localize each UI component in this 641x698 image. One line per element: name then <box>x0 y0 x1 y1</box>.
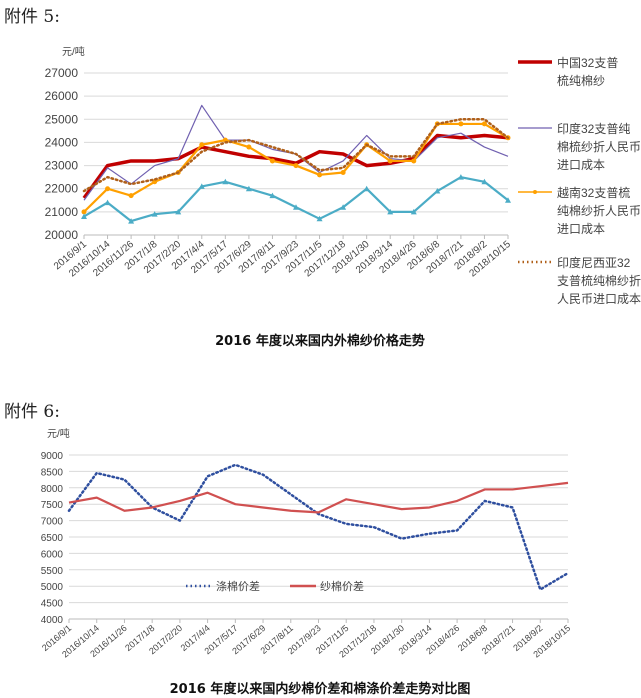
y-tick-label: 24000 <box>45 135 79 149</box>
data-point <box>316 215 323 222</box>
y-tick-label: 4000 <box>41 615 64 626</box>
data-point <box>245 185 252 192</box>
legend-label: 人民币进口成本 <box>557 292 641 306</box>
data-point <box>128 193 134 199</box>
data-point <box>151 211 158 217</box>
data-point <box>410 208 417 215</box>
data-point <box>340 170 346 176</box>
chart2-title: 2016 年度以来国内纱棉价差和棉涤价差走势对比图 <box>169 682 471 697</box>
y-tick-label: 20000 <box>45 228 79 242</box>
y-axis-unit: 元/吨 <box>47 427 70 440</box>
y-tick-label: 22000 <box>45 182 79 196</box>
data-point <box>222 178 229 185</box>
y-tick-label: 7000 <box>41 517 64 528</box>
legend-label: 涤棉价差 <box>216 579 260 593</box>
data-point <box>293 163 299 169</box>
y-tick-label: 9000 <box>41 451 64 462</box>
legend-label: 支普梳纯棉纱折 <box>557 273 641 288</box>
legend-marker <box>533 190 537 194</box>
y-tick-label: 23000 <box>45 159 79 173</box>
data-point <box>175 208 182 215</box>
data-point <box>387 208 394 215</box>
data-point <box>434 188 441 194</box>
legend-label: 印度尼西亚32 <box>557 255 631 270</box>
y-tick-label: 5500 <box>41 566 64 577</box>
y-tick-label: 27000 <box>45 66 79 80</box>
y-tick-label: 25000 <box>45 112 79 126</box>
chart1-title: 2016 年度以来国内外棉纱价格走势 <box>215 334 425 349</box>
data-point <box>269 192 276 199</box>
y-tick-label: 4500 <box>41 599 64 610</box>
data-point <box>457 174 464 180</box>
data-point <box>269 158 275 164</box>
data-point <box>105 186 111 192</box>
data-point <box>411 158 417 164</box>
data-point <box>81 213 87 219</box>
data-point <box>104 199 111 206</box>
data-point <box>363 185 370 192</box>
data-point <box>387 158 393 164</box>
y-axis-unit: 元/吨 <box>62 45 85 58</box>
data-point <box>128 218 135 224</box>
series-line-3 <box>82 118 510 193</box>
y-tick-label: 6500 <box>41 533 64 544</box>
data-point <box>199 142 205 148</box>
legend-label: 梳纯棉纱 <box>557 73 605 88</box>
data-point <box>293 204 299 210</box>
appendix-6-heading: 附件 6: <box>4 402 60 422</box>
legend-label: 印度32支普纯 <box>557 121 630 136</box>
data-point <box>340 204 347 210</box>
data-point <box>198 183 205 189</box>
legend-label: 纱棉价差 <box>320 579 364 593</box>
data-point <box>317 172 323 178</box>
data-point <box>458 121 464 127</box>
series-line-0 <box>67 463 570 591</box>
data-point <box>505 197 511 203</box>
data-point <box>152 179 158 185</box>
data-point <box>81 209 87 215</box>
legend-label: 越南32支普梳 <box>557 185 630 200</box>
y-tick-label: 8500 <box>41 467 64 478</box>
data-point <box>481 178 488 185</box>
legend-label: 纯棉纱折人民币 <box>557 203 641 218</box>
legend-label: 进口成本 <box>557 222 605 236</box>
legend-label: 棉梳纱折人民币 <box>557 139 641 154</box>
y-tick-label: 21000 <box>45 205 79 219</box>
y-tick-label: 8000 <box>41 484 64 495</box>
y-tick-label: 26000 <box>45 89 79 103</box>
y-tick-label: 5000 <box>41 582 64 593</box>
series-line-1 <box>68 481 569 514</box>
legend-label: 中国32支普 <box>557 55 618 70</box>
y-tick-label: 7500 <box>41 500 64 511</box>
appendix-5-heading: 附件 5: <box>4 7 60 27</box>
data-point <box>246 144 252 150</box>
data-point <box>481 121 487 127</box>
y-tick-label: 6000 <box>41 549 64 560</box>
cotton-yarn-price-chart: 元/吨 20000 21000 22000 23000 24000 25000 26000 27… <box>45 45 641 306</box>
legend-label: 进口成本 <box>557 158 605 172</box>
